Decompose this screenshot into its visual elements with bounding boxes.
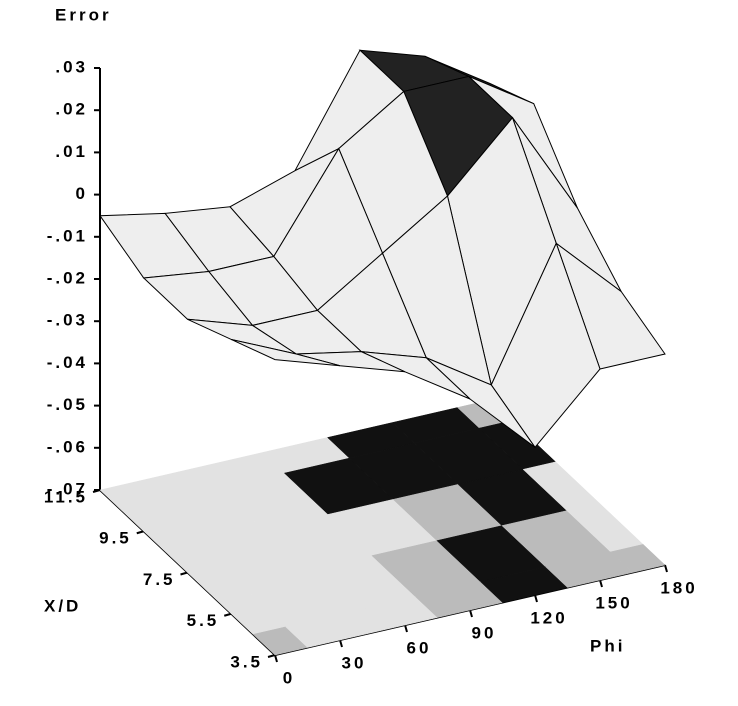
z-tick-label: 0 (76, 184, 88, 203)
x-tick (274, 654, 278, 663)
z-tick-label: .01 (55, 142, 88, 161)
z-tick-label: -.05 (47, 395, 88, 414)
x-tick (404, 624, 408, 633)
z-axis-title: Error (55, 5, 112, 24)
y-tick-label: 7.5 (143, 570, 176, 589)
x-tick-label: 180 (660, 578, 697, 597)
y-tick (180, 571, 188, 576)
floor-cell (610, 544, 666, 573)
z-tick-label: -.07 (47, 479, 88, 498)
x-tick-label: 120 (530, 608, 567, 627)
x-tick-label: 0 (283, 668, 295, 687)
surface-cell (231, 338, 341, 367)
x-tick-label: 60 (407, 638, 432, 657)
y-tick-label: 3.5 (230, 652, 263, 671)
y-tick (267, 654, 276, 658)
x-tick (664, 564, 668, 573)
z-tick-label: .02 (55, 100, 88, 119)
y-tick-label: 5.5 (187, 611, 220, 630)
y-tick (223, 612, 232, 617)
z-tick-label: -.02 (47, 268, 88, 287)
x-tick-label: 30 (342, 653, 367, 672)
x-tick (469, 609, 473, 618)
z-tick-label: -.01 (47, 226, 88, 245)
z-tick-label: -.06 (47, 437, 88, 456)
z-tick-label: .03 (55, 57, 88, 76)
x-tick-label: 150 (595, 593, 632, 612)
x-tick (339, 639, 343, 648)
z-tick-label: -.03 (47, 311, 88, 330)
y-tick-label: 11.5 (44, 487, 88, 506)
x-axis-title: Phi (590, 636, 625, 655)
x-tick (534, 594, 538, 603)
x-tick (599, 579, 603, 588)
y-axis-title: X/D (44, 596, 81, 615)
z-tick-label: -.04 (47, 353, 88, 372)
y-tick (136, 530, 145, 535)
y-tick-label: 9.5 (99, 529, 132, 548)
y-tick (92, 489, 101, 493)
x-tick-label: 90 (472, 623, 497, 642)
